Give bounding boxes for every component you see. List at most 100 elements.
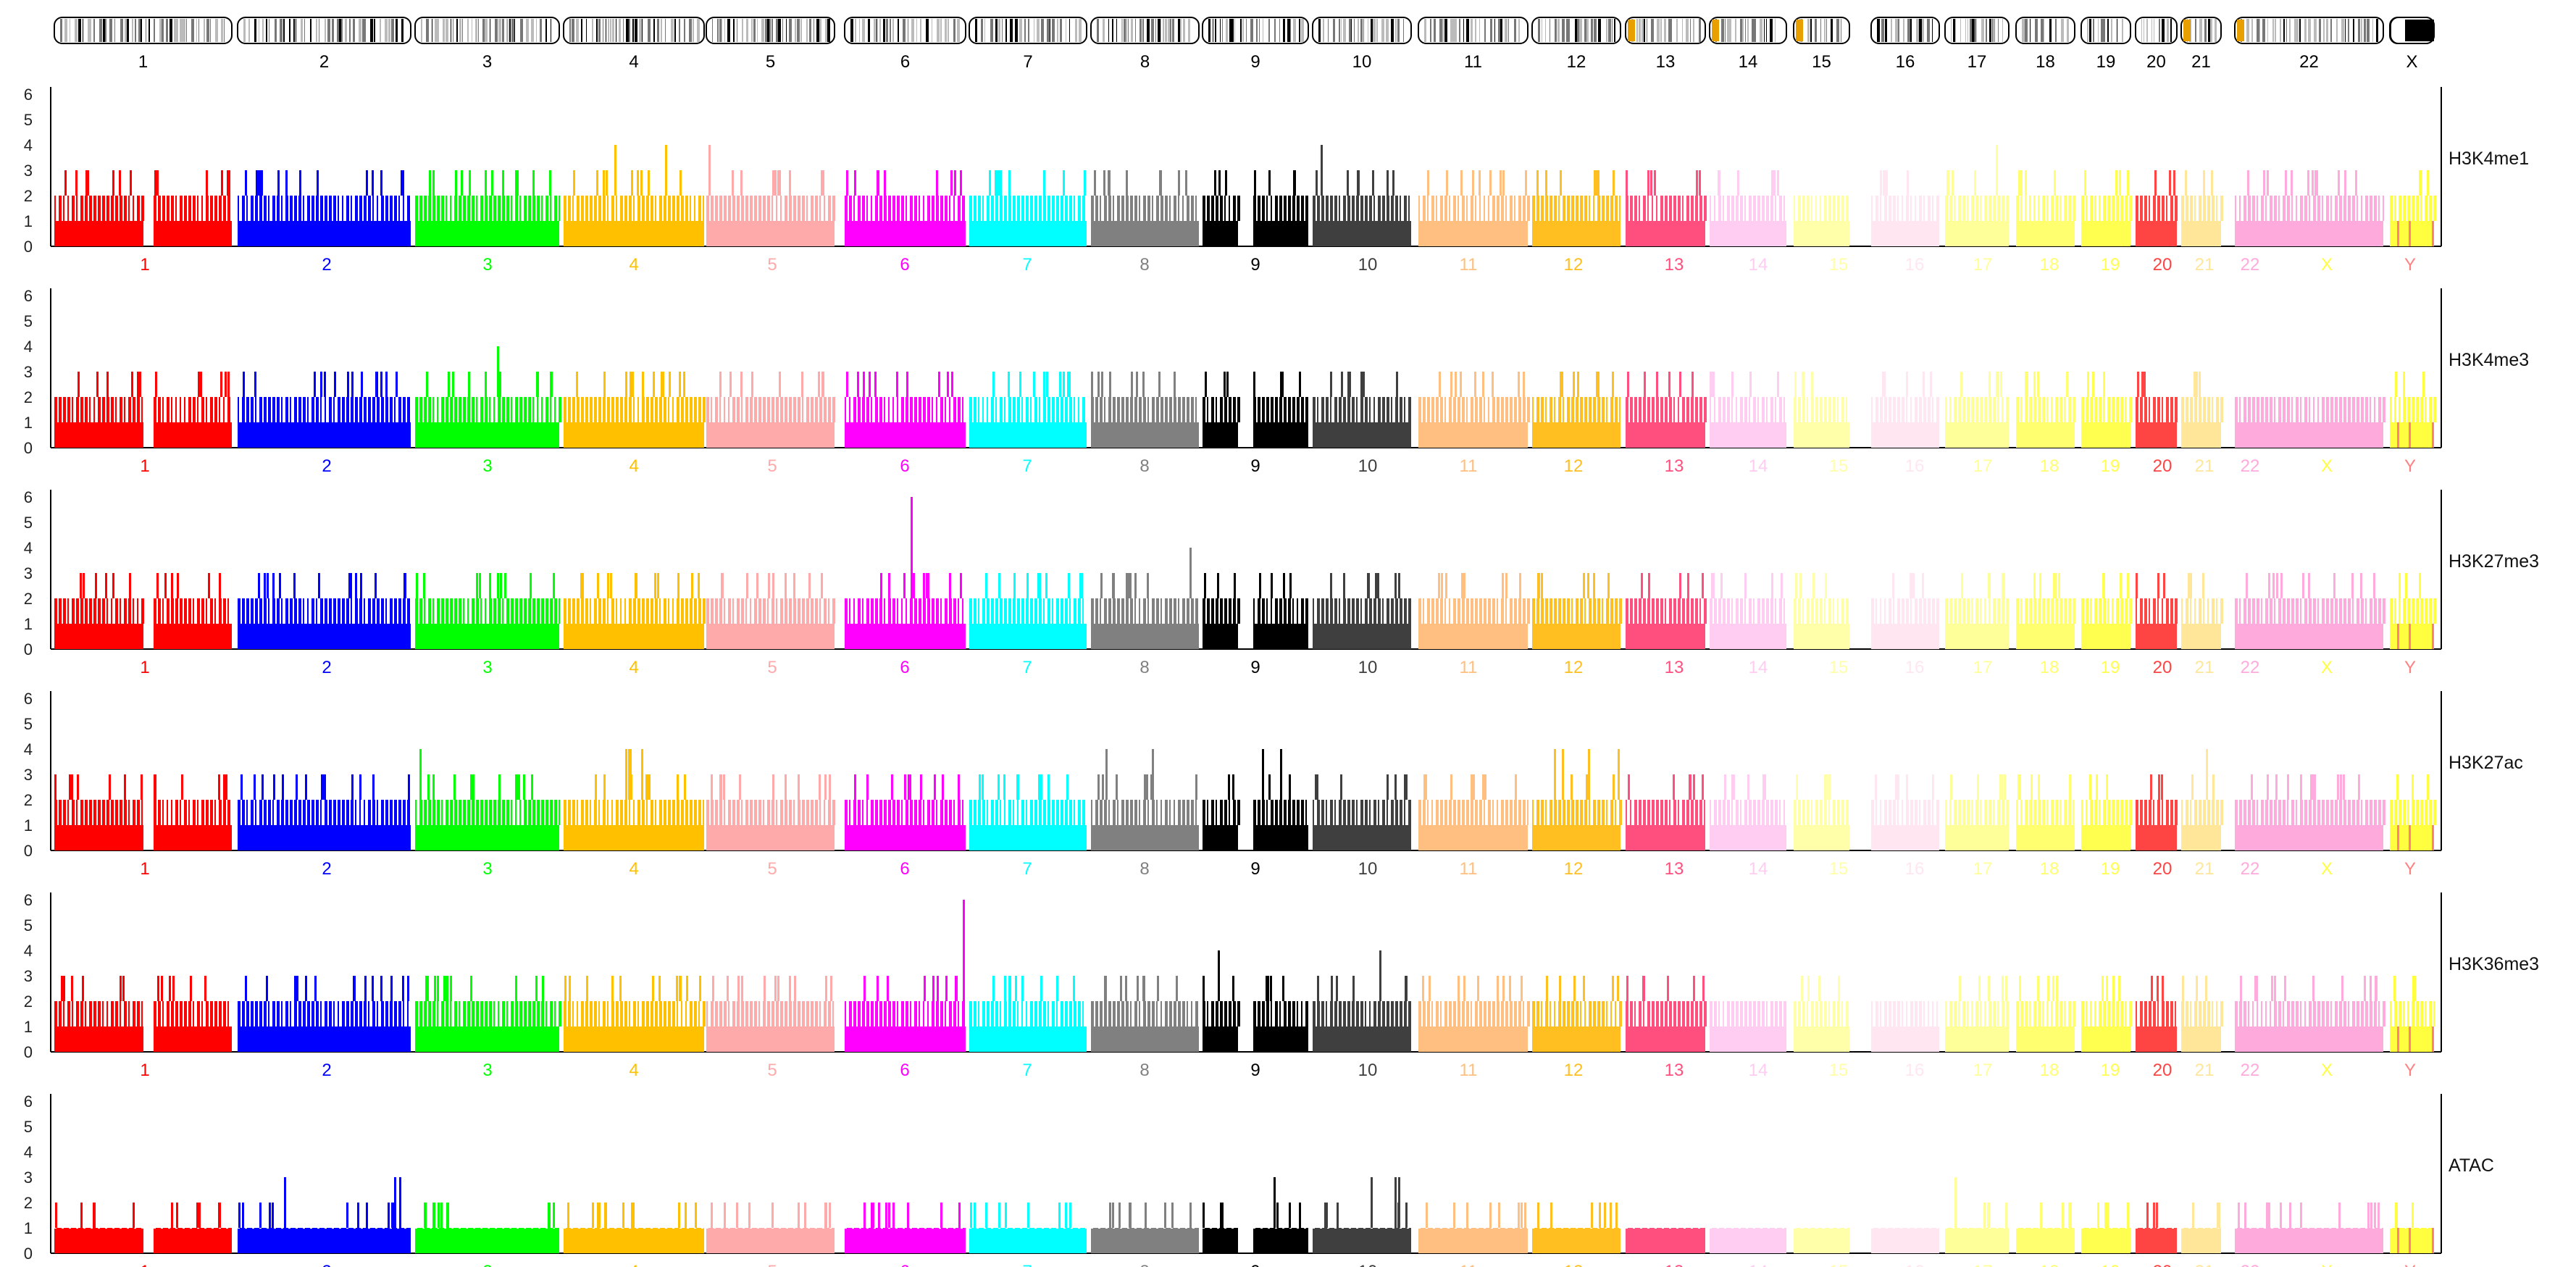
bar xyxy=(979,774,981,800)
bar xyxy=(364,598,365,624)
ideogram-band xyxy=(1360,19,1363,42)
bar xyxy=(2339,196,2342,221)
ideogram-band xyxy=(2304,19,2307,42)
bar xyxy=(1811,196,1812,221)
bar xyxy=(2094,196,2096,221)
bar xyxy=(1794,196,1795,221)
bar xyxy=(1594,170,1596,196)
bar xyxy=(866,800,868,825)
ideogram-band xyxy=(149,19,150,42)
bar xyxy=(1191,1001,1192,1026)
bar xyxy=(1691,1001,1694,1026)
bar xyxy=(307,1001,310,1026)
bar xyxy=(1313,196,1316,221)
bar xyxy=(1723,196,1724,221)
bar xyxy=(1142,976,1145,1001)
y-tick-label: 4 xyxy=(24,1143,33,1161)
ideogram-band xyxy=(757,19,758,42)
bar xyxy=(2284,976,2286,1001)
bar xyxy=(55,1203,57,1228)
bar xyxy=(1710,372,1712,397)
bar xyxy=(1999,774,2002,800)
x-tick-label-Y: Y xyxy=(2404,1061,2416,1080)
bar xyxy=(776,1001,779,1026)
ideogram-band xyxy=(114,19,115,42)
bar xyxy=(978,598,979,624)
bar xyxy=(776,397,779,422)
bar xyxy=(727,976,729,1001)
bar xyxy=(1610,196,1613,221)
ideogram-band xyxy=(2030,19,2031,42)
bar xyxy=(1078,1001,1081,1026)
bar xyxy=(1271,397,1274,422)
bar xyxy=(1626,422,1705,448)
bar xyxy=(2042,800,2045,825)
bar xyxy=(793,1228,795,1229)
bar xyxy=(171,573,173,598)
bar xyxy=(2117,1228,2120,1229)
ideogram-label-2: 2 xyxy=(319,52,329,72)
bar xyxy=(798,1001,800,1026)
bar xyxy=(1271,573,1273,598)
bar xyxy=(1727,196,1730,221)
bars-chr-11 xyxy=(1418,170,1530,246)
bar xyxy=(603,196,606,221)
bar xyxy=(394,1001,397,1026)
x-tick-label-8: 8 xyxy=(1139,859,1149,879)
bar xyxy=(1808,1228,1810,1229)
bar xyxy=(1541,598,1544,624)
bar xyxy=(906,800,908,825)
bar xyxy=(227,397,230,422)
bar xyxy=(2052,1228,2054,1229)
bar xyxy=(528,397,531,422)
bar xyxy=(603,372,606,397)
bar xyxy=(129,573,131,598)
bar xyxy=(1423,397,1426,422)
bar xyxy=(1056,1228,1058,1229)
bar xyxy=(251,800,254,825)
bar xyxy=(1382,800,1385,825)
bar xyxy=(846,170,848,196)
bar xyxy=(54,1001,57,1026)
bars-chr-19 xyxy=(2081,976,2132,1052)
bar xyxy=(1341,372,1343,397)
ideogram-outline xyxy=(1202,17,1309,44)
bar xyxy=(1126,170,1128,196)
ideogram-band xyxy=(953,19,955,42)
bar xyxy=(210,598,213,624)
bar xyxy=(403,1001,404,1026)
bar xyxy=(1997,196,2000,221)
ideogram-band xyxy=(1121,19,1123,42)
bar xyxy=(2397,624,2399,649)
bar xyxy=(677,774,679,800)
bar xyxy=(1514,196,1515,221)
bar xyxy=(2394,598,2396,624)
bar xyxy=(424,196,427,221)
bar xyxy=(1297,1001,1298,1026)
bar xyxy=(1691,397,1694,422)
ideogram-band xyxy=(990,19,993,42)
bar xyxy=(184,397,185,422)
bar xyxy=(1169,196,1171,221)
bar xyxy=(1326,397,1329,422)
bar xyxy=(2146,1203,2149,1228)
bar xyxy=(1875,800,1877,825)
bar xyxy=(715,598,718,624)
bar xyxy=(806,196,808,221)
bar xyxy=(1841,800,1844,825)
bar xyxy=(2016,624,2075,649)
bar xyxy=(1773,170,1776,196)
bar xyxy=(2361,1001,2364,1026)
bar xyxy=(1369,196,1372,221)
bar xyxy=(279,573,281,598)
bar xyxy=(2157,196,2160,221)
bar xyxy=(2396,774,2399,800)
ideogram-band xyxy=(1636,19,1638,42)
bar xyxy=(664,1001,666,1026)
bar xyxy=(2042,598,2045,624)
bar xyxy=(310,1228,312,1229)
bar xyxy=(2096,1228,2098,1229)
bar xyxy=(1074,397,1075,422)
x-tick-label-21: 21 xyxy=(2195,1061,2215,1080)
bar xyxy=(1593,1001,1596,1026)
